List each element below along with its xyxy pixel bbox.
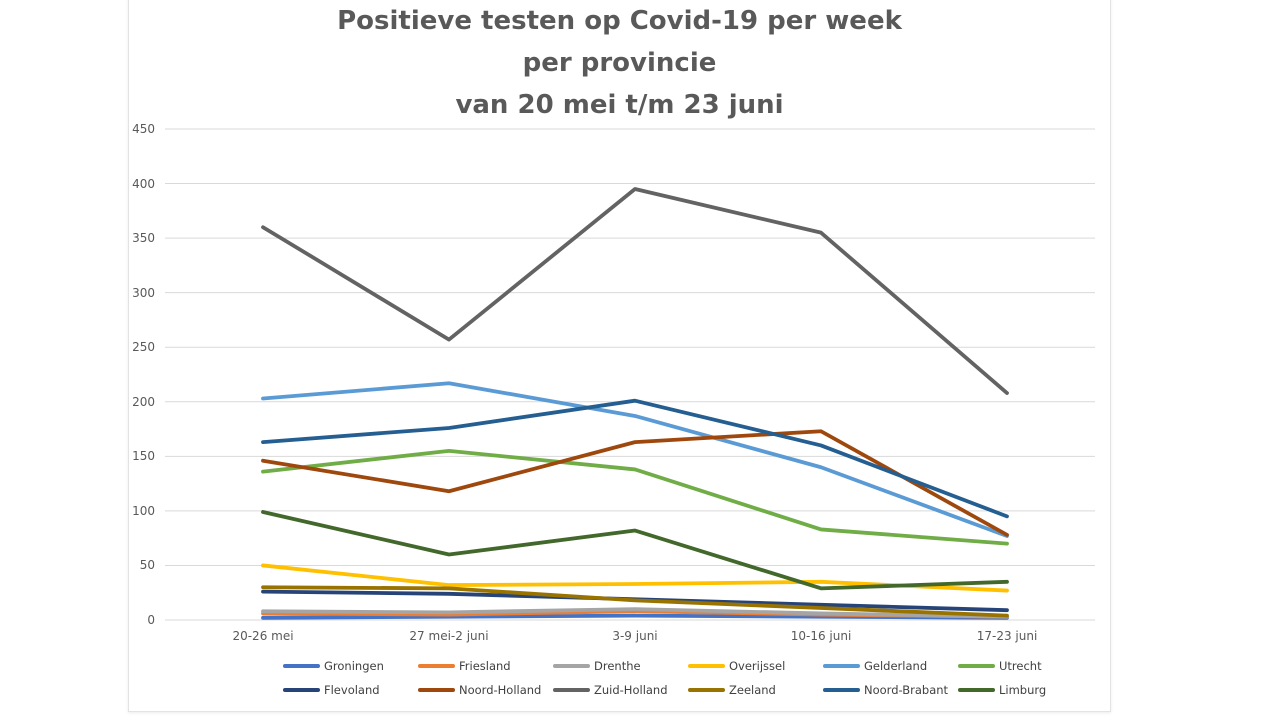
x-axis-label: 27 mei-2 juni (409, 629, 489, 643)
legend-swatch-icon (418, 664, 455, 668)
legend-swatch-icon (958, 688, 995, 692)
legend-label: Zeeland (729, 683, 776, 697)
series-line-gelderland (261, 381, 1009, 538)
legend-label: Noord-Brabant (864, 683, 949, 697)
series-line-utrecht (261, 448, 1009, 546)
legend-item-drenthe[interactable]: Drenthe (553, 659, 641, 673)
legend-item-limburg[interactable]: Limburg (958, 683, 1046, 697)
series-line-zeeland (261, 585, 1009, 618)
series-line-noord-holland (261, 429, 1009, 537)
series-line-noord-brabant (261, 398, 1009, 519)
y-axis-label: 300 (132, 285, 155, 300)
y-axis-label: 50 (139, 558, 155, 573)
legend-label: Gelderland (864, 659, 928, 673)
legend-item-noord-holland[interactable]: Noord-Holland (418, 683, 541, 697)
legend-swatch-icon (823, 664, 860, 668)
y-axis-label: 400 (132, 176, 155, 191)
x-axis-label: 20-26 mei (232, 629, 294, 643)
legend-item-zuid-holland[interactable]: Zuid-Holland (553, 683, 668, 697)
y-axis-label: 150 (132, 449, 155, 464)
legend-item-utrecht[interactable]: Utrecht (958, 659, 1042, 673)
legend-swatch-icon (418, 688, 455, 692)
legend-item-flevoland[interactable]: Flevoland (283, 683, 380, 697)
y-axis-label: 350 (132, 231, 155, 246)
legend-swatch-icon (823, 688, 860, 692)
legend-swatch-icon (283, 688, 320, 692)
y-axis-label: 250 (132, 340, 155, 355)
legend-label: Overijssel (729, 659, 786, 673)
legend-item-noord-brabant[interactable]: Noord-Brabant (823, 683, 948, 697)
legend-label: Flevoland (324, 683, 380, 697)
x-axis-label: 17-23 juni (976, 629, 1038, 643)
legend-item-zeeland[interactable]: Zeeland (688, 683, 776, 697)
legend-label: Limburg (999, 683, 1047, 697)
y-axis-label: 100 (132, 503, 155, 518)
y-axis-label: 0 (147, 613, 155, 627)
x-axis-label: 3-9 juni (612, 629, 658, 643)
legend-item-groningen[interactable]: Groningen (283, 659, 384, 673)
chart-title-line-1: Positieve testen op Covid-19 per week (337, 6, 902, 36)
series-line-limburg (261, 510, 1009, 591)
legend-swatch-icon (688, 688, 725, 692)
legend-item-overijssel[interactable]: Overijssel (688, 659, 785, 673)
legend-swatch-icon (553, 688, 590, 692)
y-axis-label: 450 (132, 122, 155, 136)
series-line-zuid-holland (261, 187, 1009, 395)
legend-item-friesland[interactable]: Friesland (418, 659, 511, 673)
legend-swatch-icon (553, 664, 590, 668)
legend-swatch-icon (283, 664, 320, 668)
legend-item-gelderland[interactable]: Gelderland (823, 659, 927, 673)
legend-swatch-icon (958, 664, 995, 668)
y-axis-label: 200 (132, 394, 155, 409)
legend-label: Noord-Holland (459, 683, 542, 697)
legend-label: Drenthe (594, 659, 641, 673)
chart-title: Positieve testen op Covid-19 per week pe… (128, 0, 1111, 126)
legend-label: Friesland (459, 659, 511, 673)
chart-title-line-3: van 20 mei t/m 23 juni (455, 90, 784, 120)
legend-label: Zuid-Holland (594, 683, 668, 697)
chart-title-line-2: per provincie (522, 48, 717, 78)
legend-label: Utrecht (999, 659, 1042, 673)
series-line-drenthe (261, 607, 1009, 619)
legend-swatch-icon (688, 664, 725, 668)
legend-label: Groningen (324, 659, 384, 673)
x-axis-label: 10-16 juni (790, 629, 852, 643)
